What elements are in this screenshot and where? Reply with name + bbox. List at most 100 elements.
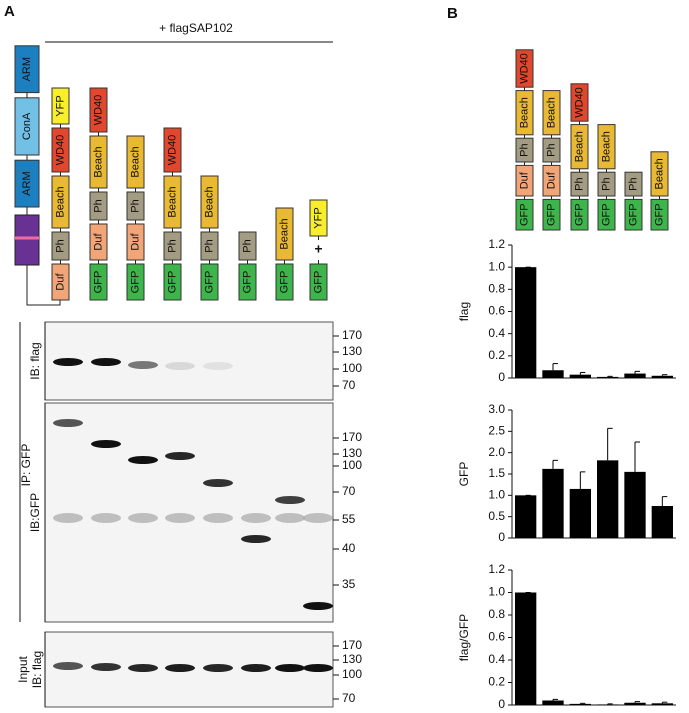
band (241, 664, 271, 672)
y-axis-label: flag/GFP (457, 614, 471, 661)
domain-box (275, 207, 294, 261)
domain-label: GFP (573, 203, 585, 226)
y-tick-label: 1.2 (488, 562, 505, 576)
domain-label: ConA (21, 112, 33, 140)
bar (542, 700, 564, 705)
band (303, 513, 333, 523)
band (275, 513, 305, 523)
y-tick-label: 0.2 (488, 348, 505, 362)
band (203, 513, 233, 523)
y-axis-label: flag (457, 302, 471, 321)
domain-label: WD40 (54, 135, 66, 166)
band (53, 419, 83, 427)
domain-label: Ph (600, 177, 612, 190)
domain-box (650, 151, 669, 197)
band (53, 358, 83, 366)
domain-label: WD40 (518, 53, 530, 84)
domain-label: GFP (241, 271, 253, 294)
band (203, 664, 233, 672)
domain-label: Beach (600, 131, 612, 162)
domain-label: Ph (241, 239, 253, 252)
marker-label: 130 (342, 344, 362, 358)
domain-label: Ph (92, 199, 104, 212)
domain-label: ARM (21, 57, 33, 81)
domain-label: Ph (627, 177, 639, 190)
y-tick-label: 0.4 (488, 326, 505, 340)
y-tick-label: 0.6 (488, 304, 505, 318)
band (128, 513, 158, 523)
domain-label: GFP (166, 271, 178, 294)
ip-label: IP: GFP (19, 444, 33, 487)
domain-box (515, 49, 534, 88)
band (128, 361, 158, 369)
domain-label: GFP (203, 271, 215, 294)
domain-label: Beach (545, 97, 557, 128)
panel-label: B (447, 5, 458, 22)
domain-label: Ph (166, 239, 178, 252)
domain-label: Beach (573, 131, 585, 162)
domain-label: Beach (92, 146, 104, 177)
y-tick-label: 0.8 (488, 607, 505, 621)
domain-label: WD40 (92, 95, 104, 126)
y-tick-label: 0.4 (488, 652, 505, 666)
domain-label: Duf (92, 233, 104, 251)
domain-label: GFP (518, 203, 530, 226)
domain-box (14, 97, 40, 156)
domain-box (597, 124, 616, 170)
blot-label: IB:GFP (28, 493, 42, 532)
domain-label: Ph (545, 143, 557, 156)
bar (515, 592, 537, 705)
y-tick-label: 3.0 (488, 402, 505, 416)
domain-label: Ph (54, 239, 66, 252)
marker-label: 170 (342, 328, 362, 342)
bar (651, 375, 673, 378)
band (91, 440, 121, 448)
marker-label: 55 (342, 512, 356, 526)
domain-box (51, 87, 70, 125)
domain-box (126, 135, 145, 189)
band (165, 452, 195, 460)
domain-label: Beach (54, 186, 66, 217)
bar (542, 468, 564, 538)
y-axis-label: GFP (457, 462, 471, 487)
band (165, 513, 195, 523)
domain-label: GFP (278, 271, 290, 294)
bar (569, 374, 591, 378)
domain-box (14, 214, 40, 266)
bar (515, 495, 537, 538)
marker-label: 70 (342, 378, 356, 392)
marker-label: 170 (342, 430, 362, 444)
marker-label: 100 (342, 667, 362, 681)
band (91, 513, 121, 523)
band (275, 496, 305, 504)
band (275, 664, 305, 672)
domain-label: Duf (54, 273, 66, 291)
band (128, 456, 158, 464)
bar (624, 702, 646, 705)
y-tick-label: 0 (498, 370, 505, 384)
marker-label: 35 (342, 577, 356, 591)
domain-label: YFP (312, 207, 324, 228)
marker-label: 70 (342, 484, 356, 498)
band (241, 513, 271, 523)
domain-label: GFP (653, 203, 665, 226)
y-tick-label: 1.0 (488, 585, 505, 599)
domain-label: YFP (54, 95, 66, 116)
domain-label: GFP (312, 271, 324, 294)
domain-label: ARM (21, 171, 33, 195)
band (241, 535, 271, 543)
header: + flagSAP102 (159, 21, 233, 35)
domain-box (14, 159, 40, 208)
bar (542, 370, 564, 378)
domain-label: GFP (627, 203, 639, 226)
domain-label: + (314, 241, 322, 257)
band (165, 362, 195, 370)
marker-label: 130 (342, 652, 362, 666)
marker-label: 100 (342, 361, 362, 375)
band (91, 663, 121, 671)
y-tick-label: 0 (498, 530, 505, 544)
domain-label: Beach (203, 186, 215, 217)
band (53, 662, 83, 670)
domain-label: Ph (129, 199, 141, 212)
